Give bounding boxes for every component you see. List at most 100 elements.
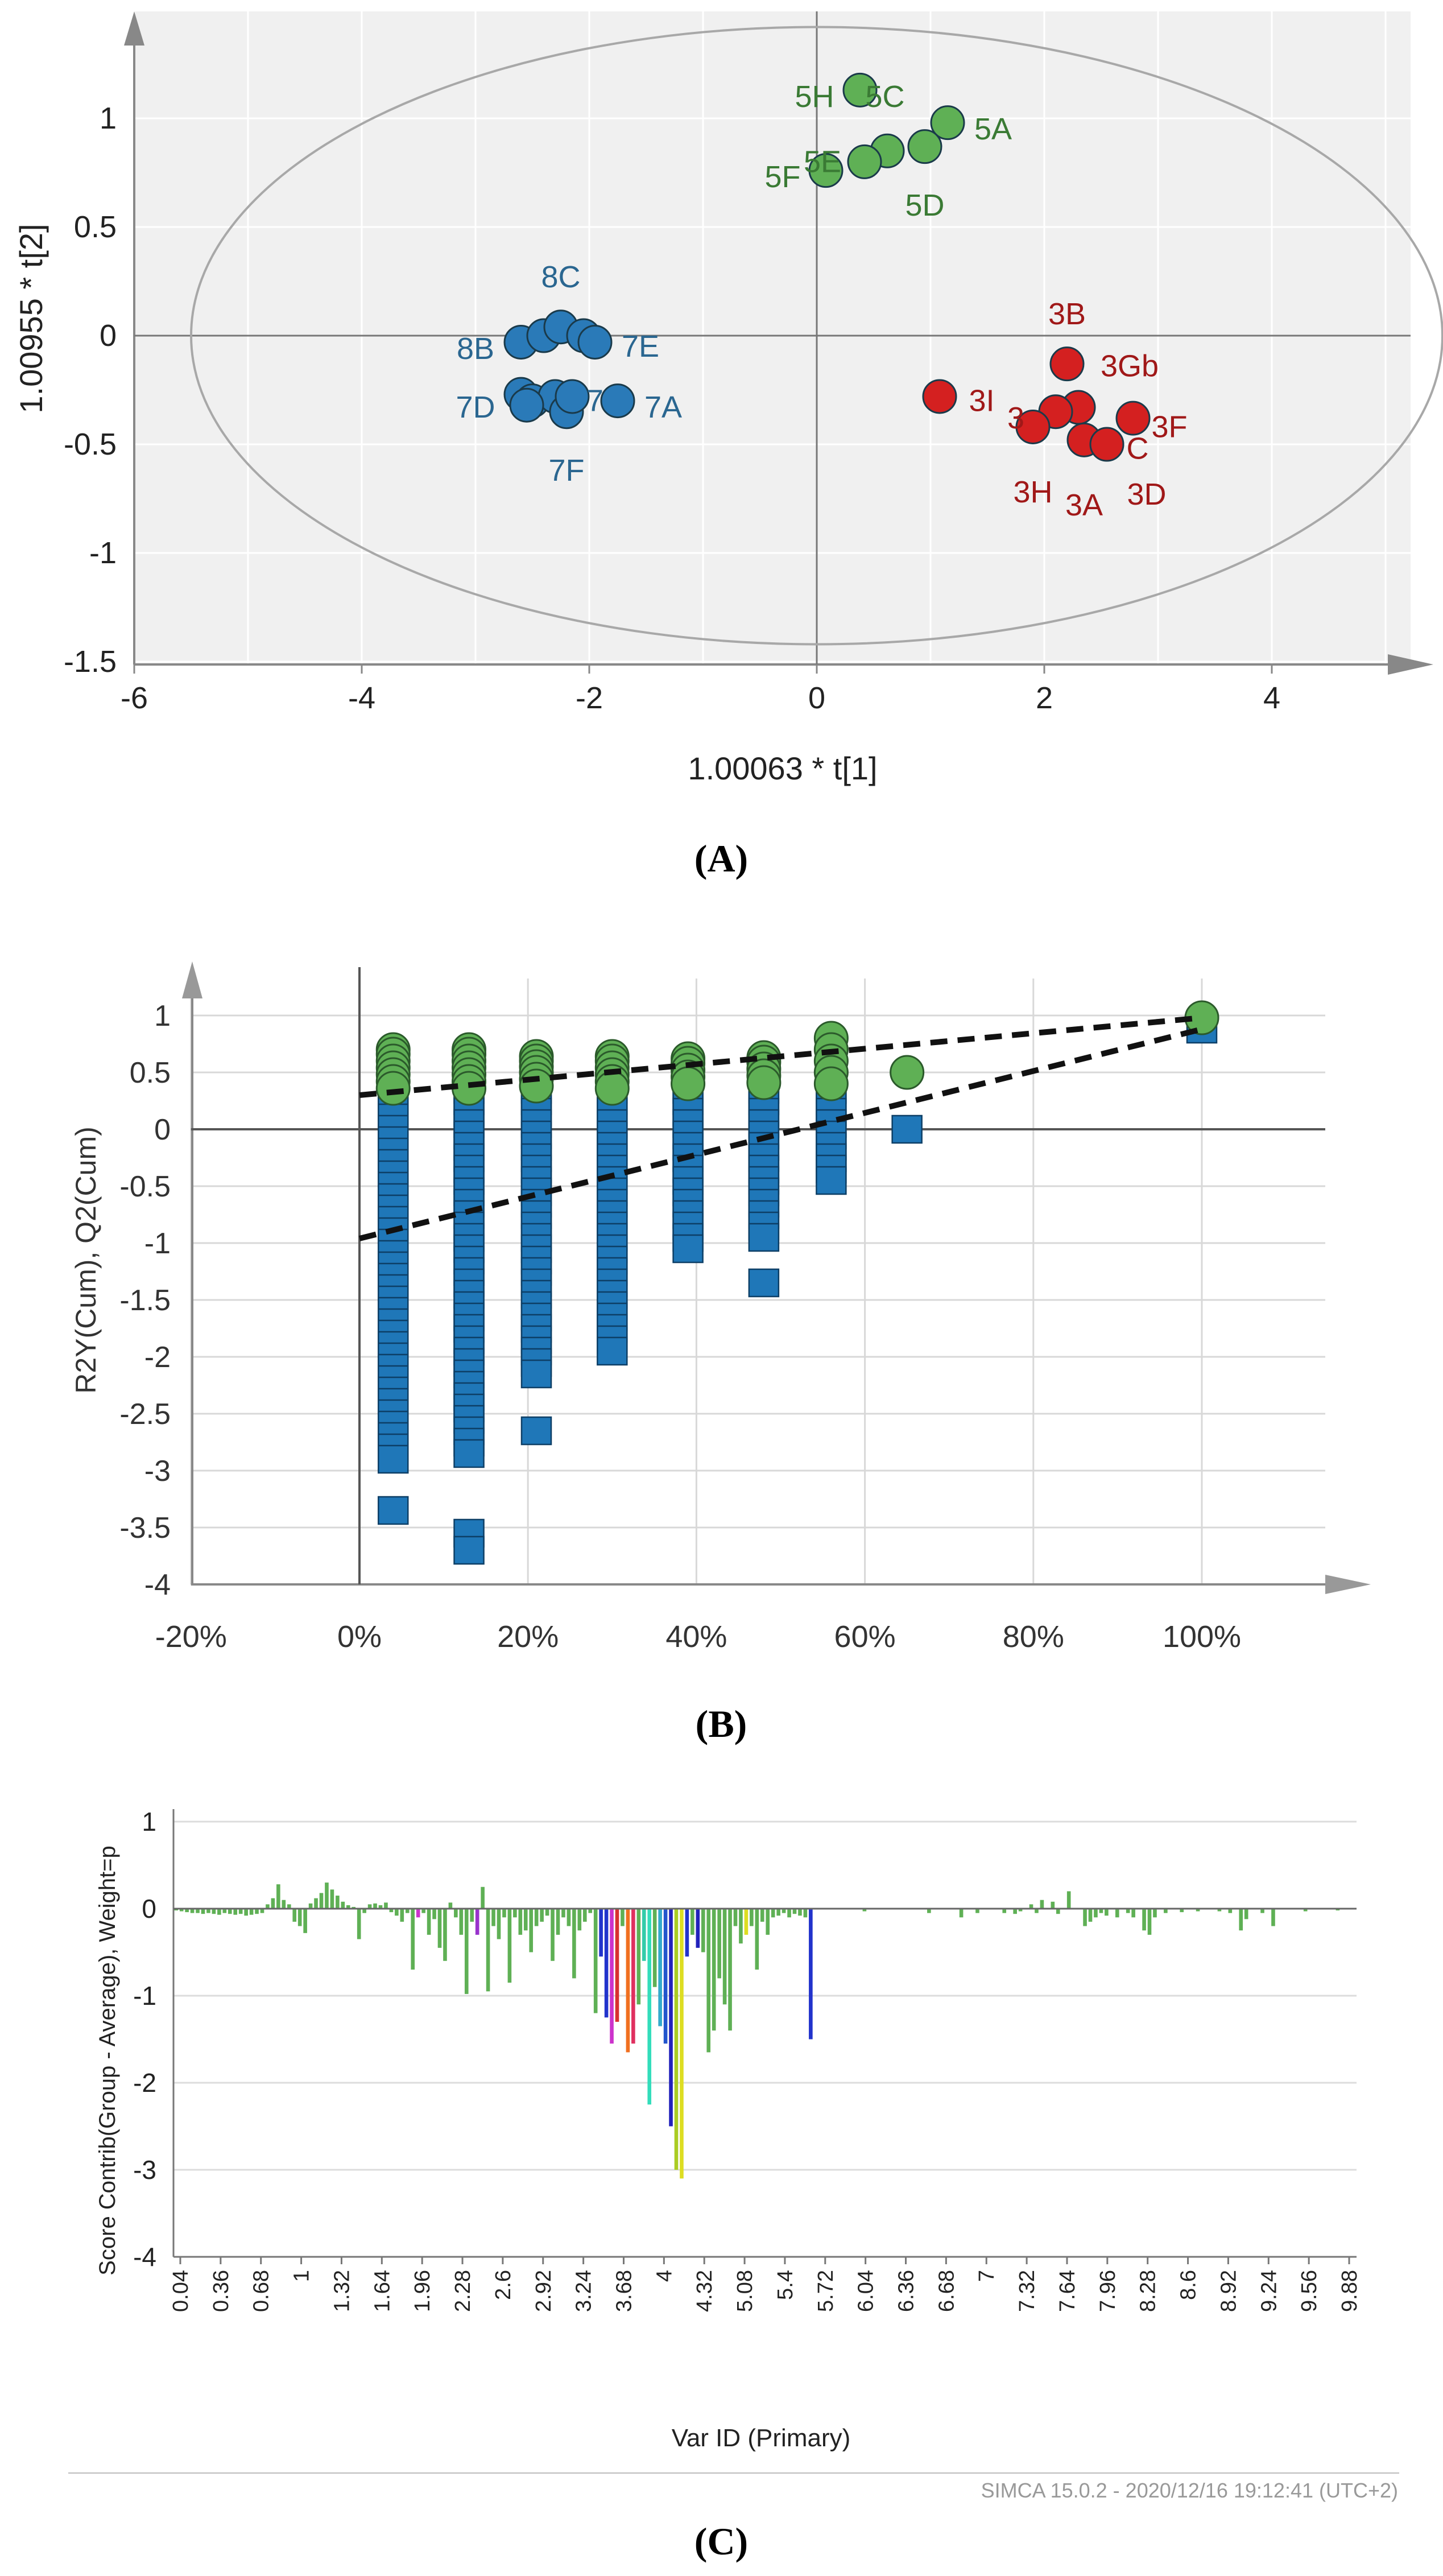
- panel-c-bar: [502, 1909, 506, 1918]
- panel-c-bar: [1336, 1909, 1340, 1911]
- panel-c-bar: [733, 1909, 738, 1926]
- panel-c-xtick-label: 7.96: [1096, 2270, 1120, 2312]
- panel-c-bar: [470, 1909, 474, 1922]
- panel-c-bar: [238, 1909, 243, 1914]
- panel-b-ytick-label: -4: [144, 1568, 171, 1601]
- panel-b-q2-marker: [520, 1359, 552, 1389]
- panel-c-bar: [1040, 1900, 1044, 1909]
- panel-c-xtick-label: 8.6: [1177, 2270, 1201, 2300]
- panel-c-bar: [760, 1909, 764, 1922]
- panel-c-bar: [647, 1909, 652, 2105]
- panel-c-bar: [750, 1909, 754, 1926]
- panel-c-bar: [357, 1909, 361, 1939]
- panel-b-q2-marker: [672, 1234, 704, 1264]
- panel-b-r2-marker: [671, 1066, 706, 1101]
- panel-c-ytick-label: 0: [142, 1894, 156, 1923]
- panel-c-bar: [556, 1909, 560, 1935]
- panel-c-bar: [228, 1909, 232, 1914]
- panel-c-bar: [722, 1909, 727, 2005]
- panel-c-bar: [1147, 1909, 1152, 1935]
- panel-c-bar: [717, 1909, 721, 1979]
- panel-c-bar: [567, 1909, 571, 1926]
- panel-a-point: [922, 379, 957, 414]
- panel-c-bar: [766, 1909, 770, 1935]
- panel-c-xtick-label: 5.4: [774, 2270, 797, 2300]
- panel-c-bar: [540, 1909, 544, 1922]
- panel-c-bar: [427, 1909, 431, 1935]
- panel-b-label: (B): [696, 1702, 747, 1745]
- panel-c-axes: [172, 1809, 1357, 2264]
- panel-c-bar: [728, 1909, 732, 2031]
- panel-c-ytick-label: -3: [133, 2155, 156, 2185]
- panel-b-q2-marker: [520, 1416, 552, 1446]
- panel-c-xtick-label: 1.32: [330, 2270, 354, 2312]
- panel-c-bar: [341, 1901, 345, 1909]
- panel-c-bar: [282, 1900, 286, 1909]
- panel-c-xtick-label: 5.08: [733, 2270, 757, 2312]
- panel-c-bar: [636, 1909, 641, 2005]
- panel-c-bar: [712, 1909, 716, 2031]
- panel-c-bar: [803, 1909, 808, 1918]
- panel-a-point-label: 3Gb: [1101, 349, 1159, 383]
- panel-c-xtick-label: 5.72: [814, 2270, 838, 2312]
- panel-a-point-label: 5F: [764, 160, 800, 194]
- panel-c-bar: [652, 1909, 657, 1987]
- panel-c-bar: [190, 1909, 195, 1913]
- panel-c-bar: [303, 1909, 307, 1933]
- panel-a-point: [907, 129, 942, 164]
- panel-c-bar: [411, 1909, 415, 1970]
- panel-c-bar: [421, 1909, 425, 1913]
- panel-b-q2-marker: [816, 1166, 847, 1195]
- panel-a-point-label: 3I: [969, 384, 994, 418]
- panel-b-r2-marker: [890, 1055, 925, 1090]
- panel-a-xtick-label: -4: [348, 681, 375, 715]
- panel-c-bar: [1131, 1909, 1135, 1918]
- panel-b-ytick-label: -1.5: [119, 1284, 171, 1317]
- panel-c-bar: [201, 1909, 205, 1914]
- panel-c-bar: [443, 1909, 447, 1961]
- panel-c-bar: [792, 1909, 797, 1914]
- panel-c-footer: SIMCA 15.0.2 - 2020/12/16 19:12:41 (UTC+…: [981, 2479, 1398, 2502]
- panel-b-r2-marker: [519, 1068, 554, 1104]
- panel-c-bar: [642, 1909, 646, 1961]
- panel-c-bar: [266, 1904, 270, 1909]
- panel-b-xtick-label: 0%: [337, 1620, 382, 1654]
- panel-c-bar: [255, 1909, 259, 1914]
- panel-c-bar: [862, 1909, 867, 1912]
- panel-c-bar: [1094, 1909, 1098, 1918]
- panel-b-permutation-plot: -20% 0% 20% 40% 60% 80% 100% -4 -3.5 -3 -2.5 -2 -1.5…: [70, 961, 1371, 1745]
- panel-c-bar: [674, 1909, 679, 2170]
- panel-c-bar: [1105, 1909, 1109, 1916]
- panel-c-bar: [551, 1909, 555, 1961]
- panel-b-x-arrow: [1325, 1575, 1371, 1594]
- panel-c-bar: [405, 1909, 410, 1913]
- panel-b-q2-marker: [748, 1223, 780, 1252]
- panel-a-point-label: 7D: [456, 390, 495, 424]
- panel-b-ytick-label: -2.5: [119, 1398, 171, 1431]
- panel-c-bar: [454, 1909, 458, 1918]
- panel-c-bar: [798, 1909, 802, 1916]
- panel-a-point-label: 7A: [644, 390, 682, 424]
- panel-b-q2-marker: [891, 1114, 923, 1144]
- panel-c-bar: [336, 1896, 340, 1909]
- panel-a-tick-labels: -6 -4 -2 0 2 4 -1.5 -1 -0.5 0 0.5 1: [64, 101, 1280, 715]
- panel-c-bar: [959, 1909, 964, 1918]
- panel-c-bar: [346, 1905, 350, 1909]
- panel-a-point-label: 7E: [622, 329, 659, 364]
- panel-c-bar: [755, 1909, 759, 1970]
- panel-b-r2-marker: [746, 1065, 782, 1100]
- panel-c-xtick-label: 6.04: [854, 2270, 878, 2312]
- panel-c-xtick-label: 6.68: [935, 2270, 958, 2312]
- panel-a-point-label: 7F: [548, 453, 584, 488]
- panel-c-bar: [212, 1909, 216, 1914]
- panel-c-bar: [1013, 1909, 1017, 1914]
- panel-b-xtick-label: 40%: [665, 1620, 727, 1654]
- panel-c-bar: [776, 1909, 780, 1916]
- panel-c-bar: [604, 1909, 609, 2018]
- panel-c-xtick-label: 0.04: [169, 2270, 193, 2312]
- panel-a-point-label: 5A: [974, 112, 1012, 146]
- panel-b-ytick-label: -3.5: [119, 1512, 171, 1545]
- panel-c-xtick-label: 1.96: [411, 2270, 435, 2312]
- panel-c-bar: [1303, 1909, 1308, 1912]
- panel-b-ytick-label: 1: [154, 1000, 171, 1033]
